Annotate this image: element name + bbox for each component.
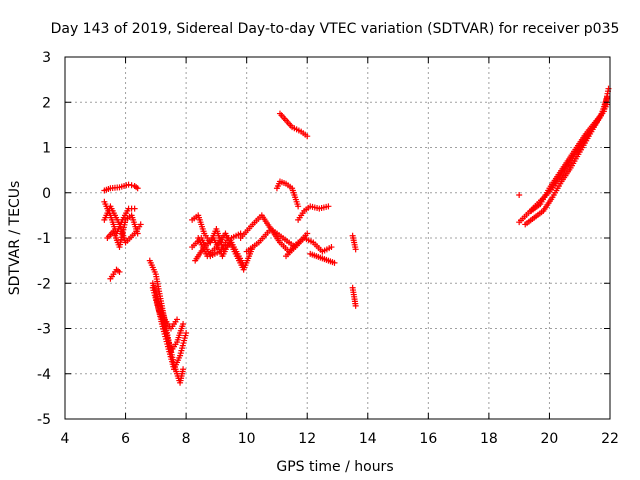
series-arc-5a — [349, 232, 359, 253]
y-tick-label: 2 — [42, 95, 51, 111]
series-arc-5b — [349, 284, 359, 309]
series-arc-4c — [273, 178, 302, 210]
data-point — [180, 320, 187, 327]
series-arc-1a — [101, 181, 141, 194]
data-point — [174, 316, 181, 323]
series-arc-1e — [107, 266, 123, 282]
data-point — [516, 192, 523, 199]
data-point — [352, 302, 359, 309]
y-tick-label: -2 — [37, 276, 51, 292]
series-arc-2d — [149, 280, 181, 332]
x-tick-label: 14 — [359, 431, 377, 447]
grid — [65, 57, 610, 419]
x-tick-label: 12 — [298, 431, 316, 447]
x-tick-label: 10 — [238, 431, 256, 447]
series-arc-4e — [276, 110, 311, 140]
series-arc-1c — [101, 203, 144, 246]
data-point — [304, 230, 311, 237]
series-arc-4f — [283, 235, 335, 260]
x-tick-label: 16 — [419, 431, 437, 447]
data-point — [137, 221, 144, 228]
data-point — [328, 244, 335, 251]
y-tick-label: 3 — [42, 50, 51, 66]
y-tick-label: 1 — [42, 141, 51, 157]
series-arc-3d — [192, 230, 244, 264]
data-point — [331, 259, 338, 266]
data-point — [304, 133, 311, 140]
series-arc-1d — [104, 212, 141, 251]
data-point — [183, 330, 190, 337]
series-arc-4g — [307, 250, 338, 266]
x-tick-label: 20 — [541, 431, 559, 447]
data-point — [125, 181, 132, 188]
data-point — [295, 203, 302, 210]
series-arc-6b — [528, 85, 612, 214]
x-axis-label: GPS time / hours — [276, 459, 393, 475]
data-point — [352, 246, 359, 253]
data-point — [134, 230, 141, 237]
y-tick-label: 0 — [42, 186, 51, 202]
data-points — [101, 85, 612, 386]
y-axis-label: SDTVAR / TECUs — [7, 181, 23, 296]
series-arc-6a — [516, 94, 610, 226]
x-tick-label: 4 — [61, 431, 70, 447]
y-tick-label: -5 — [37, 412, 51, 428]
chart-title: Day 143 of 2019, Sidereal Day-to-day VTE… — [51, 21, 620, 37]
x-tick-label: 6 — [121, 431, 130, 447]
data-point — [180, 366, 187, 373]
series-arc-6d — [516, 192, 523, 199]
series-arc-4d — [295, 203, 332, 223]
y-tick-label: -3 — [37, 322, 51, 338]
y-tick-label: -1 — [37, 231, 51, 247]
x-tick-label: 8 — [182, 431, 191, 447]
data-point — [116, 268, 123, 275]
series-arc-3c — [195, 230, 256, 273]
data-point — [128, 182, 135, 189]
series-arc-6c — [522, 101, 610, 228]
data-point — [134, 185, 141, 192]
y-tick-label: -4 — [37, 367, 51, 383]
data-point — [131, 205, 138, 212]
x-tick-label: 18 — [480, 431, 498, 447]
data-point — [325, 203, 332, 210]
x-tick-label: 22 — [601, 431, 619, 447]
